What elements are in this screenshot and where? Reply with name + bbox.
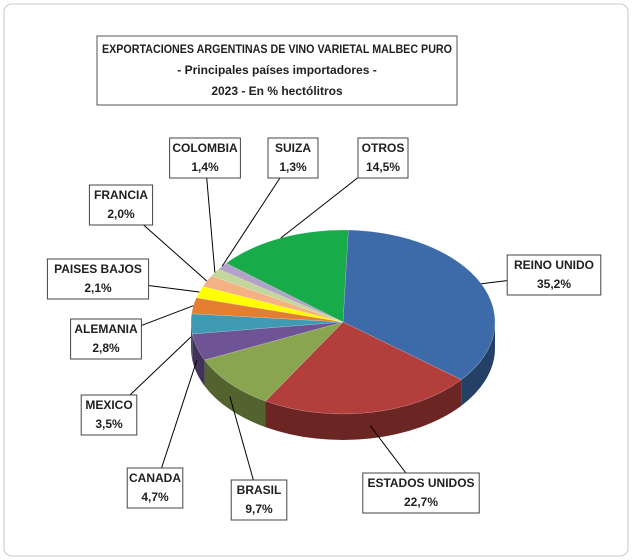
chart-subtitle: - Principales países importadores - bbox=[177, 63, 376, 77]
labels: REINO UNIDO 35,2% ESTADOS UNIDOS 22,7% BRASI… bbox=[46, 137, 602, 521]
data-label-box bbox=[506, 254, 602, 296]
data-label-value: 3,5% bbox=[95, 417, 123, 431]
data-label-name: FRANCIA bbox=[94, 188, 148, 202]
title-box bbox=[96, 35, 458, 106]
pie-slice bbox=[191, 321, 344, 361]
pie-slice bbox=[202, 275, 344, 323]
data-label-box bbox=[169, 137, 241, 179]
pie-slice bbox=[204, 321, 344, 402]
pie-slice bbox=[342, 229, 496, 380]
data-label-value: 4,7% bbox=[141, 490, 169, 504]
pie-slice bbox=[265, 321, 462, 415]
data-label-box bbox=[88, 184, 154, 226]
chart-subtitle: 2023 - En % hectólitros bbox=[211, 84, 343, 98]
data-label-box bbox=[80, 394, 138, 436]
data-label-name: OTROS bbox=[362, 141, 405, 155]
data-label-value: 2,1% bbox=[84, 281, 112, 295]
data-label-value: 2,8% bbox=[92, 341, 120, 355]
data-label-name: MEXICO bbox=[85, 398, 132, 412]
pie-slice-side bbox=[265, 379, 462, 440]
data-label-name: ESTADOS UNIDOS bbox=[367, 476, 474, 490]
data-label-box bbox=[70, 318, 142, 360]
data-label-box bbox=[357, 137, 409, 179]
pie-slice-side bbox=[191, 322, 193, 360]
data-label-name: COLOMBIA bbox=[172, 141, 238, 155]
data-label-value: 14,5% bbox=[366, 160, 400, 174]
data-label-box bbox=[230, 479, 288, 521]
data-label-value: 9,7% bbox=[245, 502, 273, 516]
data-label-name: CANADA bbox=[129, 471, 181, 485]
data-label-box bbox=[46, 258, 150, 300]
leader-line bbox=[154, 360, 198, 489]
pie-slice-side bbox=[192, 333, 205, 387]
data-label-name: SUIZA bbox=[275, 141, 311, 155]
data-label-box bbox=[267, 137, 319, 179]
data-label-value: 1,4% bbox=[191, 160, 219, 174]
data-label-name: ALEMANIA bbox=[74, 322, 138, 336]
data-label-value: 2,0% bbox=[107, 207, 135, 221]
pie-slice bbox=[210, 268, 344, 323]
pie-slice-side bbox=[204, 360, 266, 428]
data-label-value: 35,2% bbox=[537, 277, 571, 291]
pie-slice bbox=[195, 286, 344, 323]
chart-title: EXPORTACIONES ARGENTINAS DE VINO VARIETA… bbox=[102, 42, 452, 56]
data-label-value: 1,3% bbox=[279, 160, 307, 174]
pie-slice-side bbox=[461, 322, 495, 406]
pie-tops bbox=[190, 229, 496, 415]
data-label-name: REINO UNIDO bbox=[514, 258, 594, 272]
data-label-box bbox=[362, 472, 480, 514]
data-label-name: PAISES BAJOS bbox=[54, 262, 142, 276]
pie-slice bbox=[190, 313, 344, 335]
data-label-value: 22,7% bbox=[404, 495, 438, 509]
data-label-name: BRASIL bbox=[237, 483, 282, 497]
data-label-box bbox=[126, 467, 184, 509]
pie-sides bbox=[191, 322, 495, 440]
